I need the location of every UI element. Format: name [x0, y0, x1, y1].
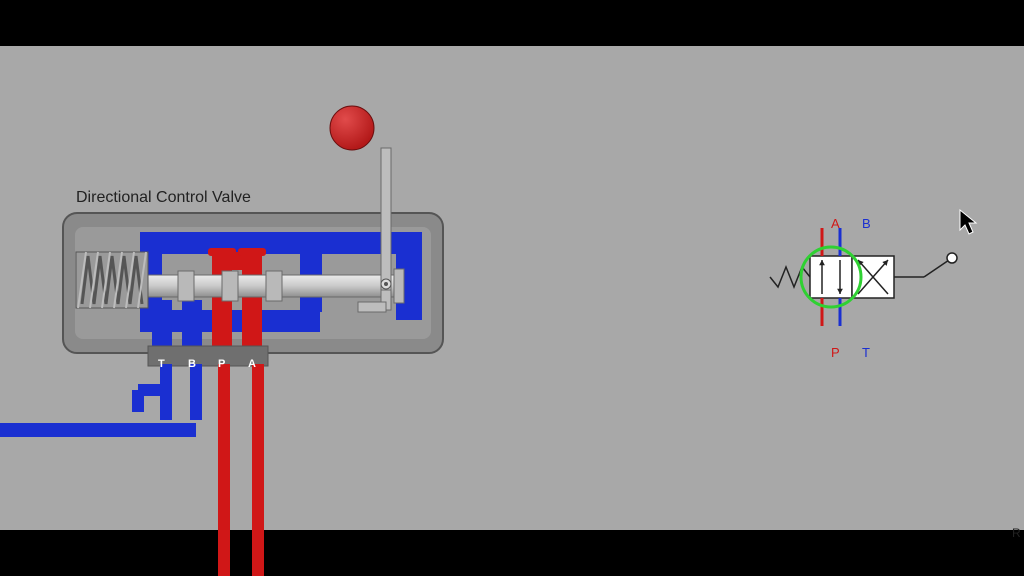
port-label-T: T — [158, 358, 165, 370]
corner-label-R: R — [1012, 526, 1021, 540]
port-label-A: A — [248, 358, 256, 370]
symbol-label-B: B — [862, 216, 871, 231]
diagram-title: Directional Control Valve — [76, 189, 251, 207]
symbol-label-T: T — [862, 345, 870, 360]
diagram-canvas — [0, 0, 1024, 576]
symbol-label-P: P — [831, 345, 840, 360]
port-label-B: B — [188, 358, 196, 370]
lever-knob — [330, 106, 374, 150]
lever-arm — [381, 148, 391, 296]
symbol-label-A: A — [831, 216, 840, 231]
symbol-box-left — [810, 256, 852, 298]
symbol-lever-knob — [947, 253, 957, 263]
port-label-P: P — [218, 358, 225, 370]
